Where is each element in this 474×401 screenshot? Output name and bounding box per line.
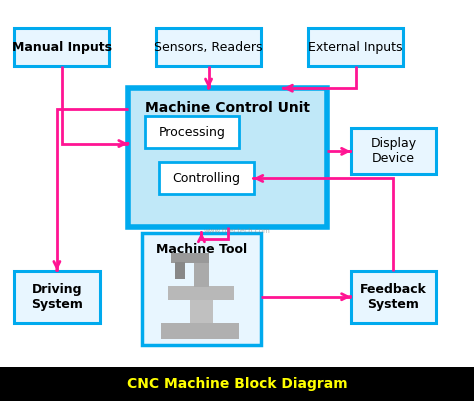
Text: Machine Tool: Machine Tool: [156, 243, 247, 255]
FancyBboxPatch shape: [145, 116, 239, 148]
FancyBboxPatch shape: [128, 88, 327, 227]
Text: www.thectech.com: www.thectech.com: [204, 228, 270, 233]
FancyBboxPatch shape: [194, 261, 209, 287]
Text: Sensors, Readers: Sensors, Readers: [155, 41, 263, 54]
FancyBboxPatch shape: [142, 233, 261, 345]
FancyBboxPatch shape: [0, 367, 474, 401]
FancyBboxPatch shape: [156, 28, 261, 66]
FancyBboxPatch shape: [351, 128, 436, 174]
Text: External Inputs: External Inputs: [308, 41, 403, 54]
FancyBboxPatch shape: [14, 28, 109, 66]
Text: CNC Machine Block Diagram: CNC Machine Block Diagram: [127, 377, 347, 391]
FancyBboxPatch shape: [161, 323, 239, 339]
FancyBboxPatch shape: [190, 299, 213, 323]
Text: Controlling: Controlling: [172, 172, 240, 185]
FancyBboxPatch shape: [351, 271, 436, 323]
FancyBboxPatch shape: [168, 286, 234, 300]
Text: Feedback
System: Feedback System: [360, 283, 427, 311]
FancyBboxPatch shape: [14, 271, 100, 323]
Text: Display
Device: Display Device: [370, 138, 417, 165]
FancyBboxPatch shape: [175, 262, 185, 279]
Text: Processing: Processing: [158, 126, 226, 139]
Text: Machine Control Unit: Machine Control Unit: [145, 101, 310, 115]
FancyBboxPatch shape: [308, 28, 403, 66]
FancyBboxPatch shape: [171, 253, 209, 263]
Text: Driving
System: Driving System: [31, 283, 83, 311]
FancyBboxPatch shape: [159, 162, 254, 194]
Text: Manual Inputs: Manual Inputs: [12, 41, 111, 54]
